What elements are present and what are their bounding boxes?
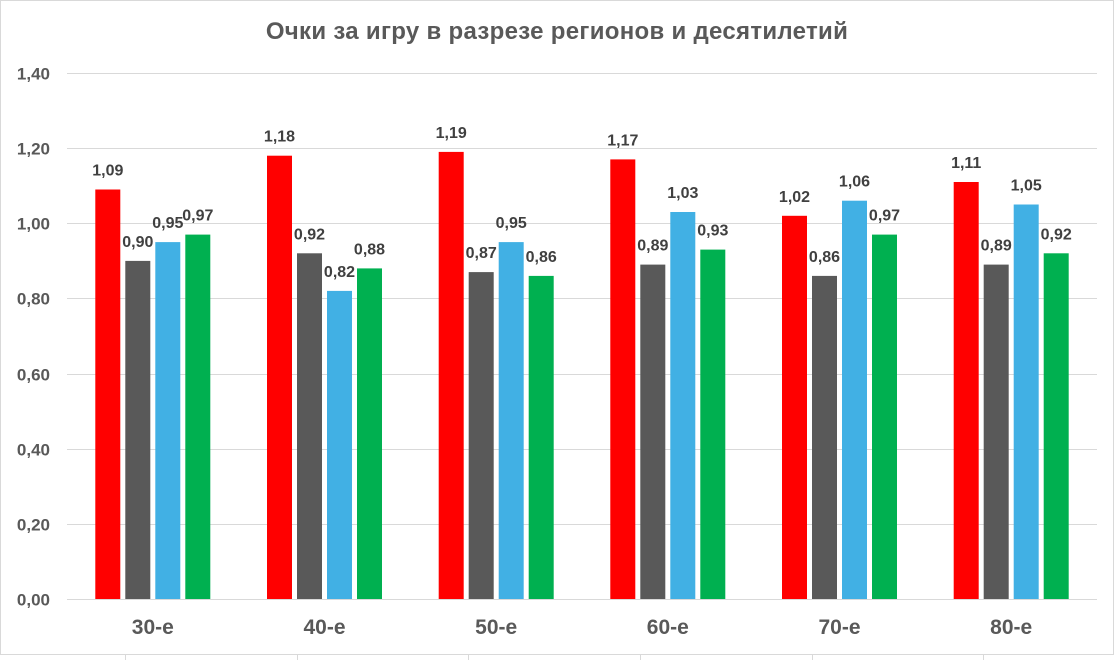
bars: [95, 151, 1069, 600]
bar: [640, 264, 666, 599]
data-label: 1,03: [667, 185, 698, 202]
data-label: 0,89: [981, 238, 1012, 255]
data-label: 0,95: [152, 215, 183, 232]
bar: [528, 275, 554, 599]
data-label: 0,82: [324, 264, 355, 281]
data-label: 0,88: [354, 241, 385, 258]
data-label: 0,86: [526, 249, 557, 266]
data-label: 0,90: [122, 234, 153, 251]
bar: [468, 272, 494, 599]
x-tick-label: 30-е: [132, 616, 174, 639]
data-label: 0,87: [466, 245, 497, 262]
data-label: 0,93: [697, 223, 728, 240]
data-label: 0,97: [869, 208, 900, 225]
data-label: 0,95: [496, 215, 527, 232]
bar: [1043, 253, 1069, 600]
bar: [438, 151, 464, 599]
bar: [842, 200, 867, 599]
y-tick-label: 0,60: [17, 366, 50, 385]
data-label: 1,06: [839, 174, 870, 191]
bar: [872, 234, 897, 599]
data-label: 0,92: [294, 226, 325, 243]
bar: [1013, 204, 1039, 599]
bar: [125, 260, 151, 599]
x-tick-label: 40-е: [303, 616, 345, 639]
data-label: 0,86: [809, 249, 840, 266]
gridlines: [67, 73, 1097, 600]
y-tick-label: 1,20: [17, 140, 50, 159]
data-label: 1,09: [92, 163, 123, 180]
y-tick-label: 0,00: [17, 591, 50, 610]
data-label: 0,92: [1041, 226, 1072, 243]
data-label: 0,97: [182, 208, 213, 225]
data-label: 1,02: [779, 189, 810, 206]
bar: [700, 249, 726, 599]
bar: [267, 155, 292, 599]
bar: [297, 253, 322, 600]
bar: [670, 212, 696, 599]
data-label: 1,11: [951, 155, 981, 172]
bar: [155, 242, 181, 599]
y-tick-label: 0,40: [17, 441, 50, 460]
y-tick-label: 0,20: [17, 516, 50, 535]
x-tick-label: 60-е: [647, 616, 689, 639]
bar: [498, 242, 524, 599]
y-tick-label: 1,40: [17, 65, 50, 84]
data-label: 0,89: [637, 238, 668, 255]
bar: [812, 275, 837, 599]
data-label: 1,05: [1011, 178, 1042, 195]
data-label: 1,18: [264, 129, 295, 146]
x-axis-ticks: 30-е 40-е 50-е 60-е 70-е 80-е: [125, 616, 1032, 660]
bar: [610, 159, 636, 599]
x-tick-label: 70-е: [818, 616, 860, 639]
y-tick-label: 1,00: [17, 215, 50, 234]
y-tick-label: 0,80: [17, 290, 50, 309]
chart-title: Очки за игру в разрезе регионов и десяти…: [265, 18, 849, 45]
x-tick-label: 80-е: [990, 616, 1032, 639]
bar: [95, 189, 121, 599]
bar: [983, 264, 1009, 599]
bar: [185, 234, 211, 599]
x-tick-label: 50-е: [475, 616, 517, 639]
bar: [953, 182, 979, 599]
data-label: 1,17: [607, 132, 638, 149]
data-labels: 1,090,900,950,971,180,920,820,881,190,87…: [92, 125, 1072, 281]
bar: [327, 290, 352, 599]
data-label: 1,19: [436, 125, 467, 142]
bar: [357, 268, 382, 599]
bar: [782, 215, 807, 600]
y-axis-ticks: 0,00 0,20 0,40 0,60 0,80 1,00 1,20 1,40: [17, 65, 50, 610]
